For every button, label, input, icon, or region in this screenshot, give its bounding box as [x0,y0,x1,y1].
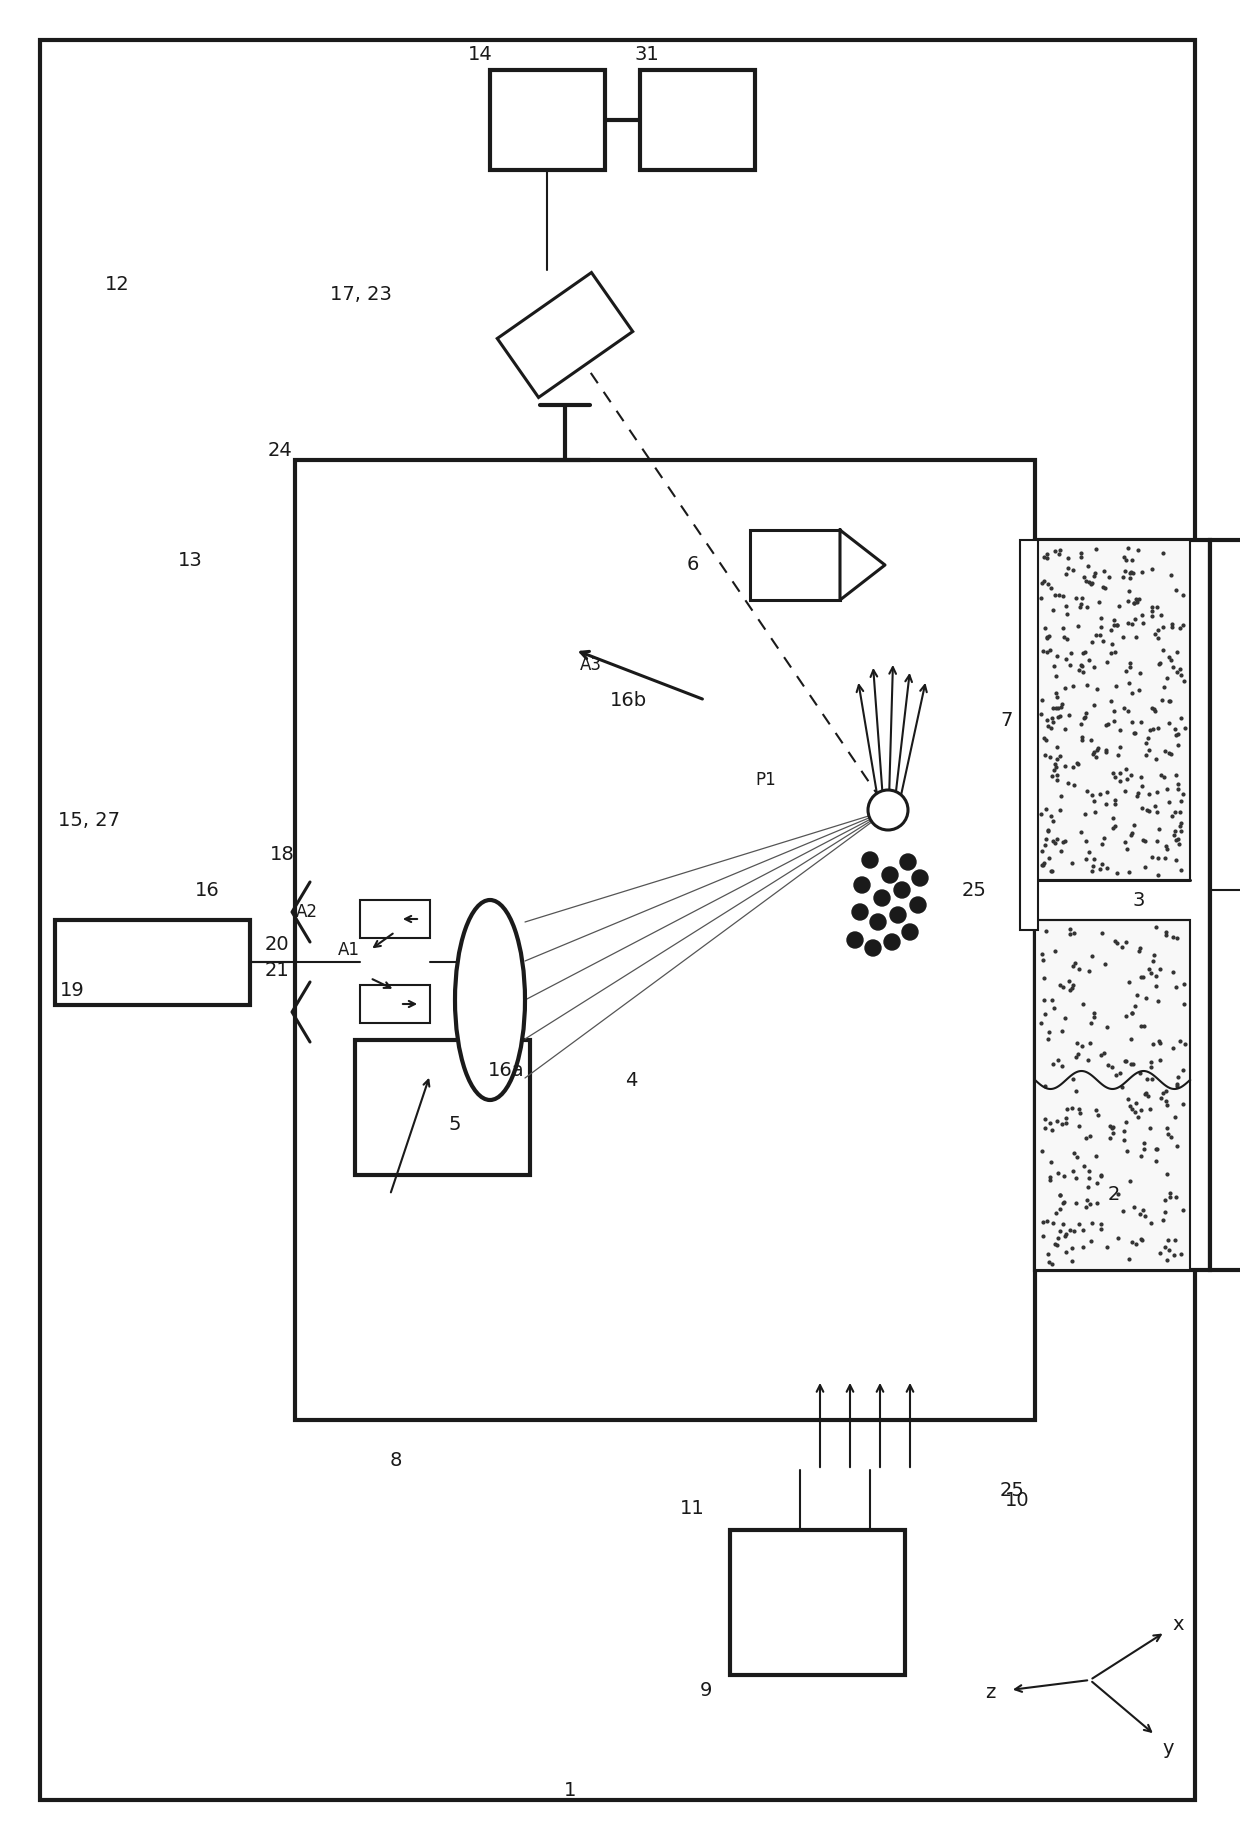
Text: 21: 21 [265,960,290,979]
Text: A1: A1 [339,940,360,959]
Text: 16a: 16a [489,1060,525,1079]
Text: x: x [1172,1616,1183,1635]
Text: A2: A2 [296,903,317,922]
Text: 12: 12 [105,275,130,294]
Text: 15, 27: 15, 27 [58,811,120,829]
Text: 13: 13 [179,550,203,569]
Text: 14: 14 [467,46,492,65]
Circle shape [874,890,890,907]
Circle shape [882,866,898,883]
Text: 10: 10 [1004,1491,1029,1509]
Text: 20: 20 [265,935,290,955]
Text: 6: 6 [687,556,699,574]
Bar [730,1529,905,1675]
Bar [360,984,430,1023]
Circle shape [890,907,906,924]
Circle shape [870,914,887,931]
Text: 31: 31 [635,46,660,65]
Bar [1035,920,1190,1271]
Text: 16b: 16b [610,691,647,709]
Bar [1210,539,1240,1271]
Bar [750,530,839,600]
Polygon shape [497,273,632,397]
Text: 25: 25 [962,881,987,899]
Circle shape [854,877,870,892]
Circle shape [910,898,926,912]
Circle shape [894,883,910,898]
Text: 4: 4 [625,1071,637,1090]
Text: 17, 23: 17, 23 [330,286,392,305]
Text: z: z [985,1683,996,1701]
Circle shape [866,940,880,957]
Text: 11: 11 [680,1498,704,1518]
Text: 25: 25 [999,1481,1025,1500]
Text: 2: 2 [1109,1186,1121,1204]
Text: 19: 19 [60,981,84,999]
Bar [490,70,605,170]
Bar [1035,539,1210,1271]
Text: y: y [1162,1738,1173,1758]
Text: 9: 9 [701,1681,712,1699]
Circle shape [901,924,918,940]
Text: 1: 1 [564,1781,577,1799]
Text: 8: 8 [391,1450,402,1470]
Text: P1: P1 [755,770,776,789]
Text: 3: 3 [1133,890,1146,909]
Text: 24: 24 [268,440,293,460]
Ellipse shape [455,899,525,1101]
Circle shape [911,870,928,887]
Bar [295,460,1035,1420]
Text: A3: A3 [580,656,601,674]
Bar [355,1040,529,1175]
Bar [360,899,430,938]
Bar [1021,539,1038,931]
Circle shape [862,851,878,868]
Circle shape [847,933,863,948]
Text: 5: 5 [448,1116,460,1134]
Circle shape [868,791,908,829]
Text: 7: 7 [999,711,1012,730]
Circle shape [852,903,868,920]
Text: 18: 18 [270,846,295,864]
Polygon shape [839,530,885,600]
Bar [640,70,755,170]
Circle shape [884,935,900,949]
Bar [55,920,250,1005]
Text: 16: 16 [195,881,219,899]
Circle shape [900,853,916,870]
Bar [1035,539,1190,879]
